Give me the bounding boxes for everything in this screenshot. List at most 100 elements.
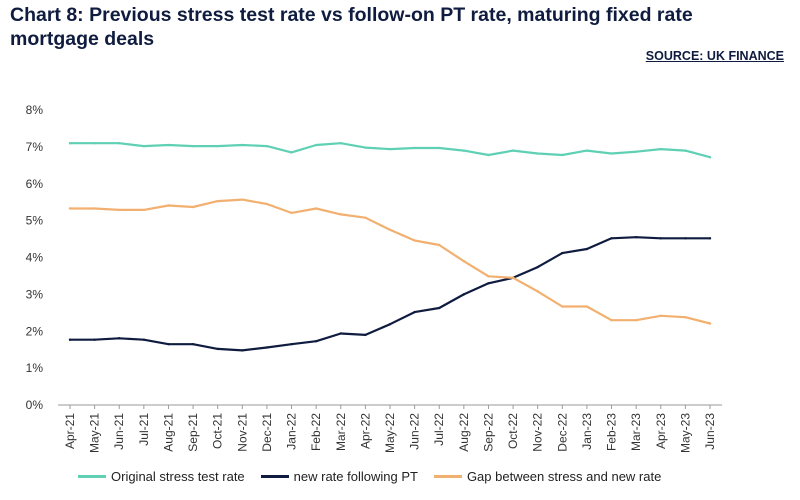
legend-item-stress: Original stress test rate [78, 469, 245, 484]
chart-legend: Original stress test rate new rate follo… [78, 469, 677, 484]
data-point-stress-test-rate [191, 144, 195, 148]
legend-swatch-new-rate [260, 475, 289, 478]
y-tick-label: 0% [26, 398, 44, 412]
data-point-new-rate-following-pt [388, 323, 392, 326]
legend-swatch-stress [78, 475, 106, 478]
data-point-stress-test-rate [536, 152, 539, 155]
x-tick-label: Aug-21 [161, 413, 175, 452]
data-point-gap-stress-new-rate [68, 207, 72, 210]
data-point-gap-stress-new-rate [167, 204, 170, 207]
x-tick-label: Feb-23 [605, 413, 619, 451]
data-point-gap-stress-new-rate [536, 290, 539, 293]
legend-swatch-gap [433, 475, 462, 478]
data-point-stress-test-rate [511, 149, 515, 152]
x-tick-label: Mar-22 [334, 413, 348, 451]
data-point-new-rate-following-pt [487, 282, 490, 285]
data-point-gap-stress-new-rate [511, 276, 515, 279]
data-point-stress-test-rate [585, 149, 589, 152]
data-point-gap-stress-new-rate [708, 322, 712, 325]
data-point-new-rate-following-pt [93, 338, 96, 341]
data-point-stress-test-rate [634, 150, 638, 153]
data-point-new-rate-following-pt [241, 349, 244, 352]
data-point-stress-test-rate [118, 141, 121, 145]
data-point-new-rate-following-pt [659, 237, 662, 240]
data-point-stress-test-rate [487, 153, 490, 157]
data-point-new-rate-following-pt [339, 332, 342, 335]
data-point-gap-stress-new-rate [610, 318, 613, 322]
data-point-new-rate-following-pt [191, 342, 195, 346]
data-point-gap-stress-new-rate [314, 207, 318, 210]
y-tick-label: 6% [26, 177, 44, 191]
x-tick-label: Apr-21 [63, 413, 77, 449]
data-point-stress-test-rate [610, 152, 613, 155]
x-tick-label: Oct-22 [506, 413, 520, 449]
data-point-new-rate-following-pt [118, 337, 121, 340]
data-point-stress-test-rate [142, 144, 146, 148]
data-point-new-rate-following-pt [438, 306, 441, 310]
x-tick-label: Apr-22 [358, 413, 372, 449]
y-tick-label: 2% [26, 324, 44, 338]
data-point-gap-stress-new-rate [487, 275, 490, 278]
data-point-gap-stress-new-rate [684, 316, 687, 319]
y-tick-label: 1% [26, 361, 44, 375]
x-tick-label: Sep-22 [481, 413, 495, 452]
data-point-stress-test-rate [290, 151, 293, 154]
data-point-stress-test-rate [314, 143, 318, 147]
x-tick-label: May-23 [678, 413, 692, 453]
data-point-gap-stress-new-rate [364, 216, 367, 219]
data-point-gap-stress-new-rate [438, 243, 441, 247]
data-point-gap-stress-new-rate [241, 198, 244, 201]
legend-item-new-rate: new rate following PT [260, 469, 418, 484]
data-point-gap-stress-new-rate [216, 199, 219, 203]
data-point-new-rate-following-pt [364, 333, 367, 337]
data-point-stress-test-rate [561, 153, 564, 157]
y-tick-label: 7% [26, 140, 44, 154]
data-point-gap-stress-new-rate [462, 259, 466, 263]
source-link[interactable]: SOURCE: UK FINANCE [645, 49, 784, 63]
x-tick-label: Sep-21 [186, 413, 200, 452]
data-point-new-rate-following-pt [462, 293, 466, 296]
chart-title: Chart 8: Previous stress test rate vs fo… [10, 4, 693, 50]
data-point-gap-stress-new-rate [118, 208, 121, 212]
x-tick-label: Jul-21 [137, 413, 151, 446]
x-tick-label: Jun-23 [703, 413, 717, 450]
legend-label-gap: Gap between stress and new rate [466, 469, 662, 484]
series-line-gap-stress-new-rate [68, 198, 712, 325]
x-tick-label: Mar-23 [629, 413, 643, 451]
data-point-gap-stress-new-rate [634, 318, 638, 322]
data-point-stress-test-rate [241, 143, 244, 147]
data-point-new-rate-following-pt [610, 237, 613, 240]
data-point-stress-test-rate [413, 146, 416, 150]
data-point-new-rate-following-pt [708, 237, 712, 240]
data-point-stress-test-rate [216, 144, 219, 148]
data-point-stress-test-rate [265, 144, 269, 148]
legend-item-gap: Gap between stress and new rate [433, 469, 662, 484]
legend-label-stress: Original stress test rate [111, 469, 245, 484]
y-tick-label: 3% [26, 287, 44, 301]
x-tick-label: May-21 [88, 413, 102, 453]
data-point-stress-test-rate [462, 149, 466, 152]
data-point-new-rate-following-pt [314, 340, 318, 343]
data-point-new-rate-following-pt [290, 342, 293, 346]
data-point-stress-test-rate [339, 141, 342, 145]
data-point-stress-test-rate [68, 141, 72, 145]
data-point-stress-test-rate [659, 147, 662, 151]
data-point-stress-test-rate [438, 146, 441, 150]
x-tick-label: Jul-22 [432, 413, 446, 446]
x-tick-label: Nov-22 [531, 413, 545, 452]
x-tick-label: Jan-22 [285, 413, 299, 450]
data-point-stress-test-rate [364, 146, 367, 149]
data-point-new-rate-following-pt [585, 247, 589, 251]
data-point-new-rate-following-pt [634, 236, 638, 239]
data-point-gap-stress-new-rate [191, 205, 195, 209]
x-tick-label: Jan-23 [580, 413, 594, 450]
data-point-gap-stress-new-rate [142, 208, 146, 212]
data-point-gap-stress-new-rate [265, 202, 269, 206]
x-tick-label: Aug-22 [457, 413, 471, 452]
data-point-gap-stress-new-rate [659, 314, 662, 317]
data-point-new-rate-following-pt [413, 310, 416, 314]
data-point-gap-stress-new-rate [93, 207, 96, 210]
x-tick-label: Jun-22 [408, 413, 422, 450]
data-point-gap-stress-new-rate [585, 305, 589, 308]
